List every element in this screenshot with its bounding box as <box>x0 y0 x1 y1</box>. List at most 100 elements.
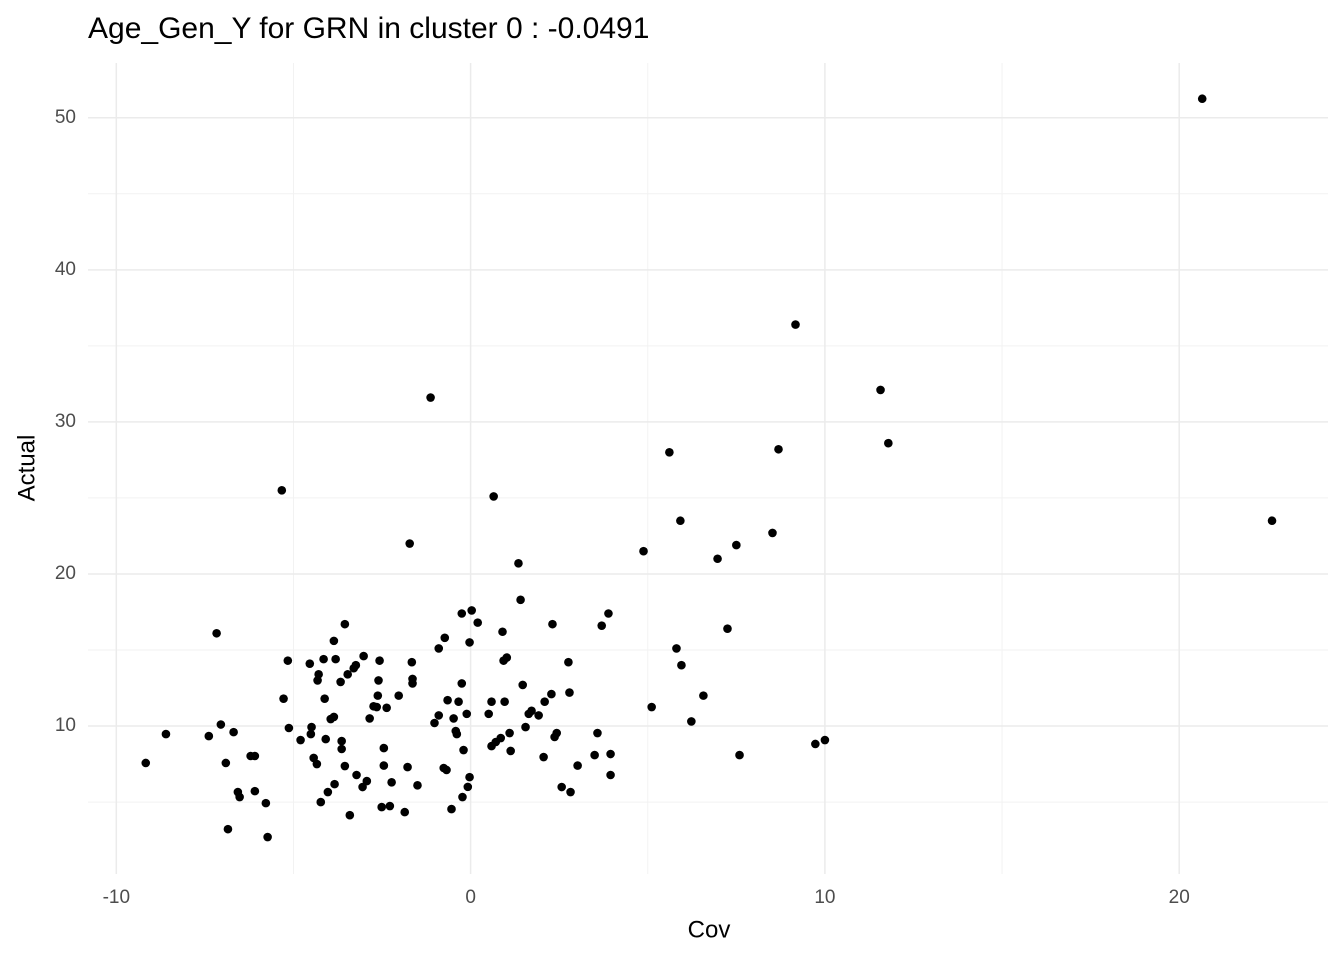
point <box>434 644 444 653</box>
point <box>465 638 474 647</box>
point <box>604 609 613 618</box>
point <box>385 801 395 811</box>
point <box>487 697 496 707</box>
point <box>573 761 582 770</box>
point <box>279 694 288 703</box>
point <box>687 717 696 726</box>
point <box>394 691 404 700</box>
point <box>283 656 293 665</box>
point <box>590 750 599 760</box>
y-axis-title: Actual <box>13 435 40 502</box>
point <box>440 633 450 643</box>
point <box>768 528 777 538</box>
point <box>229 727 238 737</box>
point <box>352 770 361 780</box>
point <box>403 762 412 772</box>
point <box>323 787 333 797</box>
point <box>330 779 339 789</box>
x-tick-label: 10 <box>814 887 835 908</box>
point <box>676 516 685 526</box>
point <box>516 595 525 605</box>
point <box>372 702 382 712</box>
point <box>1267 516 1277 526</box>
point <box>296 735 305 745</box>
point <box>221 758 231 768</box>
point <box>457 609 467 618</box>
point <box>506 746 515 756</box>
point <box>452 729 462 739</box>
point <box>449 714 458 723</box>
point <box>345 810 355 820</box>
point <box>502 653 512 662</box>
point <box>521 722 530 732</box>
point <box>606 770 615 780</box>
point <box>405 539 414 548</box>
point <box>884 438 893 448</box>
point <box>447 804 456 814</box>
point <box>407 657 417 667</box>
x-tick-label: 20 <box>1169 887 1190 908</box>
point <box>500 697 509 707</box>
point <box>442 765 451 775</box>
point <box>527 706 536 716</box>
y-tick-label: 10 <box>55 715 76 736</box>
point <box>462 709 472 719</box>
point <box>820 735 830 745</box>
point <box>564 657 573 667</box>
point <box>876 385 885 395</box>
y-tick-label: 30 <box>55 411 76 432</box>
point <box>547 689 556 699</box>
point <box>552 728 562 738</box>
point <box>400 807 410 817</box>
point <box>408 679 417 688</box>
point <box>606 749 615 759</box>
point <box>457 679 467 688</box>
point <box>518 680 528 690</box>
point <box>261 798 271 808</box>
x-tick-label: -10 <box>103 887 130 908</box>
point <box>557 782 566 792</box>
point <box>454 697 463 707</box>
x-axis-title: Cov <box>688 916 731 943</box>
point <box>489 492 498 501</box>
y-tick-label: 20 <box>55 563 76 584</box>
point <box>321 734 331 744</box>
point <box>250 751 260 761</box>
point <box>313 676 322 685</box>
point <box>320 694 329 703</box>
point <box>473 618 483 627</box>
point <box>351 660 361 670</box>
point <box>426 393 435 402</box>
point <box>340 619 350 629</box>
point <box>375 656 384 665</box>
point <box>534 711 543 720</box>
point <box>358 782 367 792</box>
point <box>593 728 602 738</box>
point <box>467 606 476 615</box>
point <box>359 651 368 661</box>
point <box>382 703 391 713</box>
chart-title: Age_Gen_Y for GRN in cluster 0 : -0.0491 <box>88 12 649 45</box>
y-tick-label: 40 <box>55 259 76 280</box>
point <box>312 759 322 769</box>
point <box>204 731 214 741</box>
point <box>566 787 575 797</box>
point <box>665 448 674 457</box>
point <box>235 792 244 802</box>
point <box>672 644 681 653</box>
point <box>647 702 656 712</box>
point <box>373 691 383 700</box>
point <box>379 761 389 770</box>
point <box>379 743 389 753</box>
point <box>329 636 339 646</box>
point <box>639 546 648 556</box>
point <box>498 627 507 637</box>
point <box>305 659 315 668</box>
point <box>337 736 346 746</box>
point <box>331 654 340 664</box>
point <box>774 444 783 454</box>
point <box>306 729 316 739</box>
point <box>811 739 820 749</box>
point <box>723 624 732 634</box>
